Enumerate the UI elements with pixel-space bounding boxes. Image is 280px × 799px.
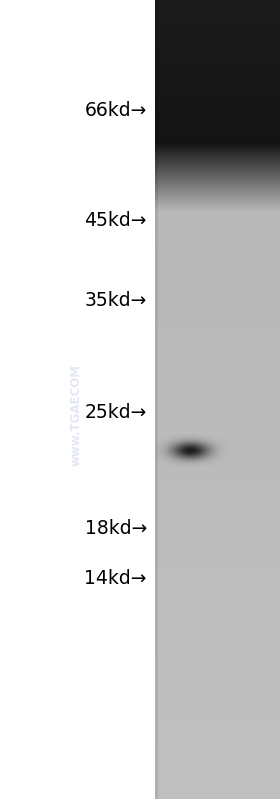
Text: 25kd→: 25kd→	[85, 403, 147, 423]
Text: 35kd→: 35kd→	[85, 291, 147, 309]
Text: www.TGAECOM: www.TGAECOM	[69, 364, 82, 467]
Text: 18kd→: 18kd→	[85, 519, 147, 538]
Text: 14kd→: 14kd→	[85, 569, 147, 587]
Text: 66kd→: 66kd→	[85, 101, 147, 120]
Text: 45kd→: 45kd→	[85, 210, 147, 229]
